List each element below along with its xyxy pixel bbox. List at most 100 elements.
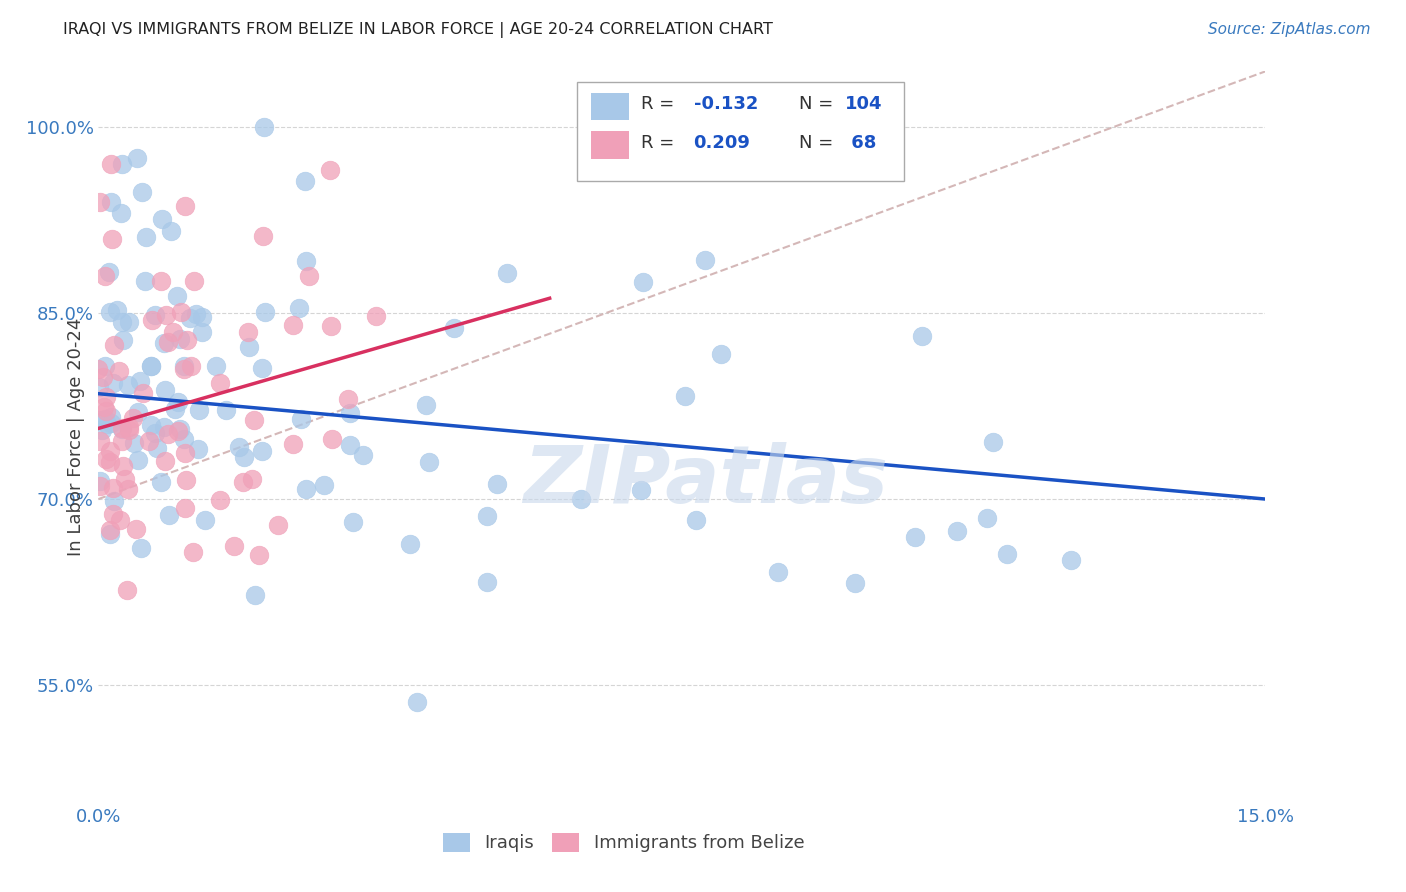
Point <box>152 211 174 226</box>
Point <box>89 434 111 448</box>
Point <box>127 453 149 467</box>
Point <box>96 417 118 431</box>
Point <box>208 493 231 508</box>
Point <box>167 424 190 438</box>
Point <box>366 309 388 323</box>
Point <box>477 509 499 524</box>
Point <box>418 455 440 469</box>
Point <box>183 274 205 288</box>
Point <box>290 412 312 426</box>
Point <box>443 320 465 334</box>
Point <box>569 491 592 506</box>
Text: R =: R = <box>641 134 681 152</box>
Point <box>281 437 304 451</box>
Point <box>295 482 318 496</box>
Text: IRAQI VS IMMIGRANTS FROM BELIZE IN LABOR FORCE | AGE 20-24 CORRELATION CHART: IRAQI VS IMMIGRANTS FROM BELIZE IN LABOR… <box>63 22 773 38</box>
Point <box>134 274 156 288</box>
FancyBboxPatch shape <box>576 82 904 181</box>
Point <box>630 483 652 497</box>
Point <box>710 347 733 361</box>
Point <box>153 420 176 434</box>
Point <box>103 338 125 352</box>
Point <box>321 432 343 446</box>
Point <box>141 359 163 374</box>
Point <box>252 120 274 135</box>
Point <box>103 494 125 508</box>
Point <box>174 199 197 213</box>
Point <box>976 511 998 525</box>
Point <box>312 478 335 492</box>
Point <box>107 363 129 377</box>
Point <box>124 522 146 536</box>
Point <box>174 445 197 459</box>
Point <box>415 398 437 412</box>
Point <box>288 301 311 315</box>
Point <box>127 405 149 419</box>
Point <box>111 333 134 347</box>
Point <box>181 544 204 558</box>
Point <box>352 448 374 462</box>
Point <box>111 422 134 436</box>
Text: 68: 68 <box>845 134 877 152</box>
Point <box>117 483 139 497</box>
Point <box>96 452 118 467</box>
Point <box>157 426 180 441</box>
Point <box>233 450 256 464</box>
Point <box>139 359 162 373</box>
Point <box>162 325 184 339</box>
Point <box>90 424 112 438</box>
Point <box>174 473 197 487</box>
Point <box>87 380 110 394</box>
Point <box>87 362 110 376</box>
Y-axis label: In Labor Force | Age 20-24: In Labor Force | Age 20-24 <box>66 318 84 557</box>
Point <box>180 359 202 373</box>
Point <box>149 475 172 489</box>
Point <box>101 232 124 246</box>
Point <box>101 507 124 521</box>
Point <box>685 512 707 526</box>
Point <box>215 403 238 417</box>
Point <box>122 410 145 425</box>
Point <box>117 315 139 329</box>
Point <box>243 413 266 427</box>
Point <box>157 508 180 522</box>
Point <box>179 311 201 326</box>
Point <box>155 308 177 322</box>
Point <box>337 392 360 406</box>
Point <box>143 426 166 441</box>
Point <box>98 443 121 458</box>
Point <box>94 359 117 374</box>
Point <box>100 157 122 171</box>
Point <box>98 305 121 319</box>
Legend: Iraqis, Immigrants from Belize: Iraqis, Immigrants from Belize <box>436 826 811 860</box>
Text: ZIPatlas: ZIPatlas <box>523 442 887 520</box>
Point <box>93 400 115 414</box>
Point <box>485 476 508 491</box>
Point <box>477 575 499 590</box>
Point <box>247 549 270 563</box>
Point <box>117 378 139 392</box>
Point <box>89 479 111 493</box>
Point <box>118 420 141 434</box>
Point <box>139 418 162 433</box>
Point <box>1060 552 1083 566</box>
Point <box>100 194 122 209</box>
Point <box>173 362 195 376</box>
Point <box>153 454 176 468</box>
Point <box>111 458 134 473</box>
Point <box>153 336 176 351</box>
Point <box>250 443 273 458</box>
Point <box>208 376 231 390</box>
Point <box>98 523 121 537</box>
Point <box>224 539 246 553</box>
Point <box>169 332 191 346</box>
Point <box>167 394 190 409</box>
Point <box>844 576 866 591</box>
Point <box>995 548 1018 562</box>
Point <box>240 472 263 486</box>
Point <box>298 269 321 284</box>
Point <box>673 388 696 402</box>
Point <box>143 308 166 322</box>
Point <box>194 513 217 527</box>
Point <box>911 329 934 343</box>
